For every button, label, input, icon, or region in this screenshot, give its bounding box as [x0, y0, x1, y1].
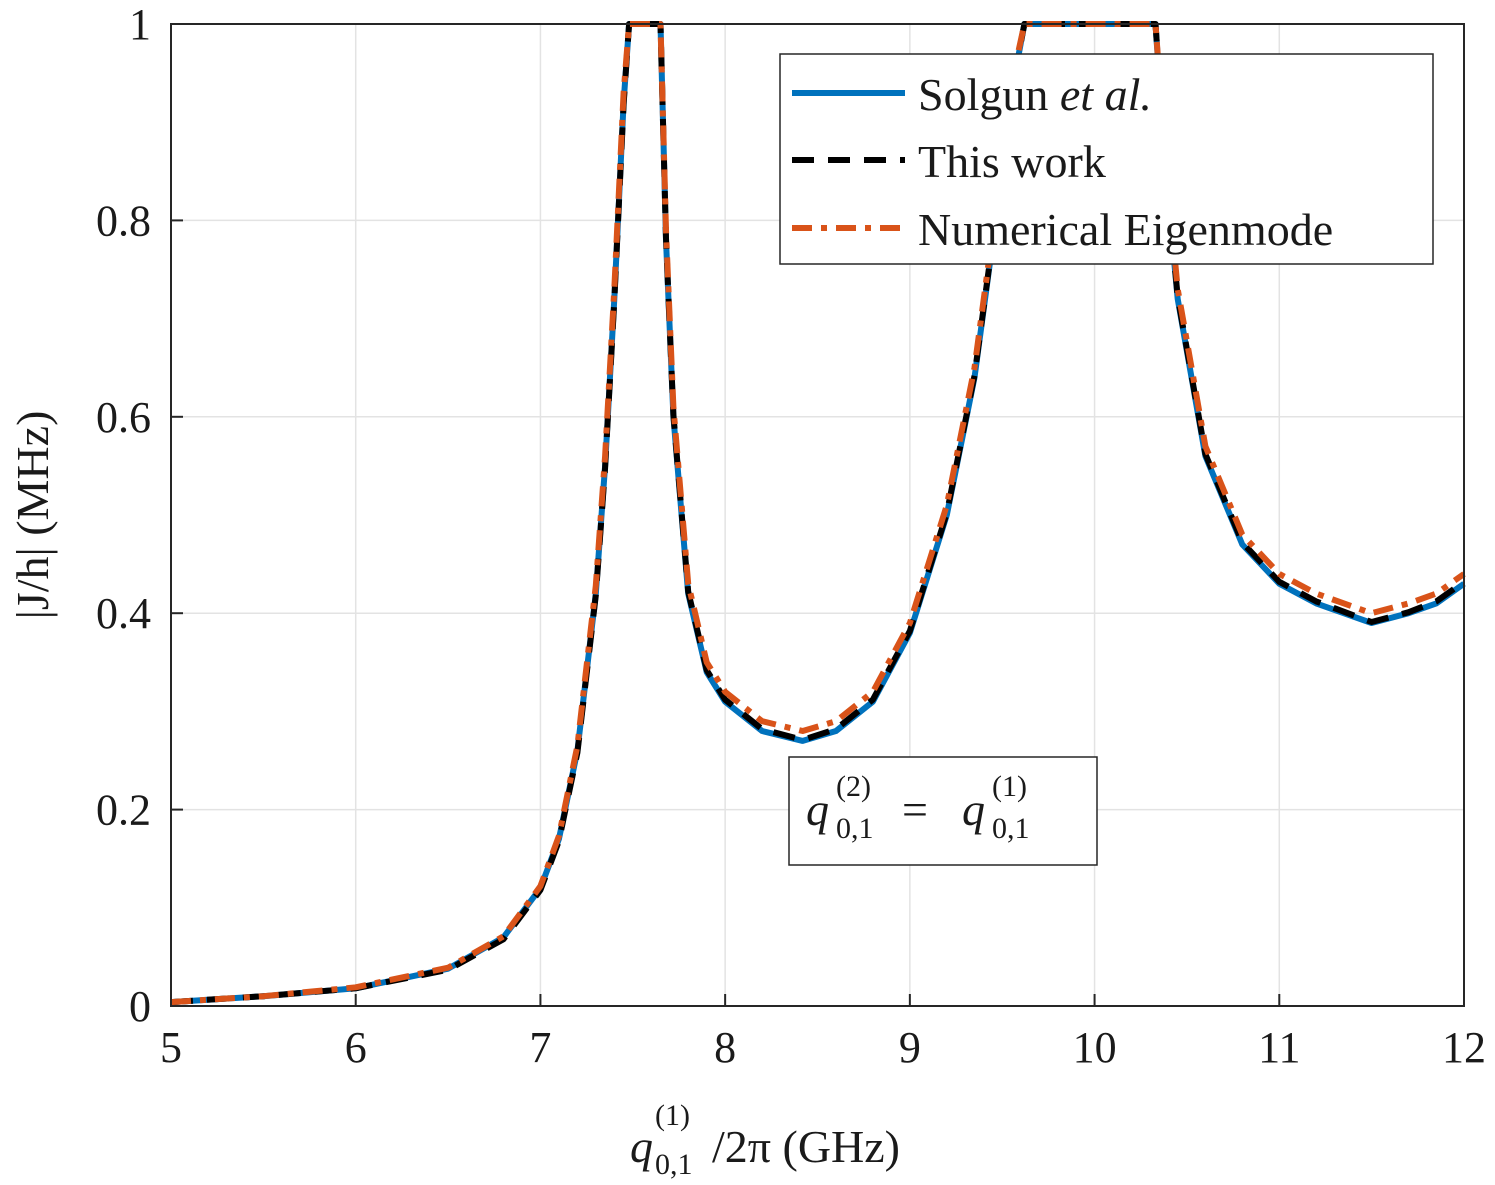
legend-label-solgun: Solgun et al.	[918, 69, 1152, 120]
annotation-rhs-symbol: q	[962, 784, 985, 835]
x-axis-label: q (1) 0,1 /2π (GHz)	[630, 1099, 900, 1181]
y-tick-label: 0.2	[96, 786, 151, 835]
annotation-rhs-subscript: 0,1	[992, 812, 1030, 845]
legend-label-numerical-eigenmode: Numerical Eigenmode	[918, 204, 1333, 255]
x-tick-label: 8	[714, 1023, 736, 1072]
legend-label-solgun-italic: et al.	[1060, 69, 1152, 120]
x-tick-label: 5	[160, 1023, 182, 1072]
y-tick-label: 0.6	[96, 393, 151, 442]
x-axis-label-symbol: q	[630, 1121, 653, 1172]
axis-ticks: 5 6 7 8 9 10 11 12 0 0.2 0.4 0.6 0.8 1	[96, 0, 1486, 1072]
series-this-work	[170, 21, 1466, 1006]
annotation-rhs-superscript: (1)	[992, 770, 1027, 803]
y-tick-label: 1	[129, 0, 151, 49]
y-tick-label: 0.8	[96, 196, 151, 245]
x-tick-label: 7	[529, 1023, 551, 1072]
series-layer	[170, 21, 1466, 1006]
x-tick-label: 12	[1442, 1023, 1486, 1072]
x-axis-label-rest: /2π (GHz)	[712, 1121, 900, 1172]
y-tick-label: 0.4	[96, 589, 151, 638]
legend: Solgun et al. This work Numerical Eigenm…	[779, 53, 1434, 265]
x-tick-label: 11	[1258, 1023, 1300, 1072]
x-tick-label: 6	[345, 1023, 367, 1072]
series-numerical-eigenmode	[170, 21, 1466, 1006]
legend-label-solgun-name: Solgun	[918, 69, 1048, 120]
annotation-lhs-superscript: (2)	[836, 770, 871, 803]
x-tick-label: 10	[1073, 1023, 1117, 1072]
annotation-equals: =	[902, 784, 928, 835]
annotation-box	[788, 756, 1098, 866]
annotation-lhs-symbol: q	[806, 784, 829, 835]
annotation: q (2) 0,1 = q (1) 0,1	[788, 756, 1098, 866]
y-axis-label: |J/h| (MHz)	[7, 411, 58, 620]
x-axis-label-superscript: (1)	[655, 1099, 690, 1132]
x-axis-label-subscript: 0,1	[655, 1148, 693, 1181]
plot-frame	[170, 23, 1465, 1007]
x-tick-label: 9	[899, 1023, 921, 1072]
legend-label-this-work: This work	[918, 136, 1106, 187]
annotation-lhs-subscript: 0,1	[836, 812, 874, 845]
y-tick-label: 0	[129, 982, 151, 1031]
